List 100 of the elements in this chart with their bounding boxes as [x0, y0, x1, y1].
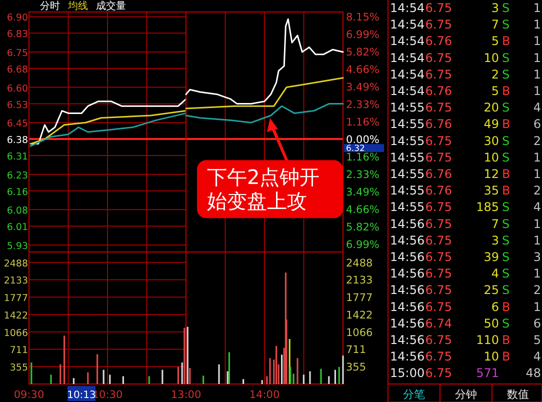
- text: 14:55: [390, 100, 425, 115]
- text: 185: [476, 200, 499, 214]
- text: 6: [533, 316, 541, 330]
- text: 6.75: [425, 233, 452, 248]
- text: 6.75: [425, 300, 452, 314]
- y-tick-label: 2488: [4, 258, 28, 270]
- text: S: [502, 200, 510, 214]
- text: 35: [484, 184, 499, 198]
- text: 10: [484, 350, 499, 364]
- x-tick-label: 09:30: [14, 389, 44, 401]
- y-tick-label: 1066: [4, 328, 28, 339]
- text: 6.75: [425, 216, 452, 231]
- text: 6.75: [425, 366, 452, 380]
- text: S: [502, 18, 510, 32]
- text: 1: [533, 266, 541, 281]
- y-tick-label: 6.16: [6, 186, 28, 198]
- y2-tick-label: 2488: [346, 257, 373, 270]
- y-tick-label: 355: [10, 362, 28, 374]
- text: 3: [491, 233, 499, 248]
- text: 6.75: [425, 50, 452, 65]
- text: 2: [491, 67, 499, 82]
- y-tick-label: 6.68: [6, 64, 28, 76]
- text: 14:54: [390, 50, 425, 65]
- text: 6.75: [425, 18, 452, 32]
- text: 14:55: [390, 167, 425, 181]
- text: S: [502, 100, 510, 115]
- text: 14:56: [390, 216, 425, 231]
- text: S: [502, 67, 510, 82]
- y-tick-label: 6.75: [6, 48, 28, 59]
- text: 14:56: [390, 316, 425, 330]
- text: 6: [533, 117, 541, 132]
- y-tick-label: 5.93: [6, 240, 28, 252]
- text: 成交量: [96, 0, 126, 12]
- text: S: [502, 316, 510, 330]
- text: 3: [533, 250, 541, 264]
- text: 15:00: [390, 366, 425, 380]
- text: 50: [484, 316, 499, 330]
- text: 14:55: [390, 184, 425, 198]
- y-tick-label: 6.83: [6, 29, 28, 40]
- text: S: [502, 1, 510, 15]
- text: S: [502, 150, 510, 164]
- text: 6.74: [425, 316, 452, 330]
- y-tick-label: 6.53: [6, 100, 28, 111]
- text: 6.75: [425, 200, 452, 214]
- y2-tick-label: 8.15%: [346, 12, 380, 24]
- text: 14:54: [390, 67, 425, 82]
- text: 30: [484, 134, 499, 148]
- text: 6.76: [425, 167, 452, 181]
- y-tick-label: 2133: [4, 276, 28, 287]
- text: 2: [533, 184, 541, 198]
- text: 7: [491, 216, 499, 231]
- text: 1: [533, 300, 541, 314]
- y2-tick-label: 1777: [346, 292, 373, 304]
- y2-tick-label: 1.16%: [346, 151, 380, 164]
- y-tick-label: 6.60: [6, 83, 28, 94]
- y2-tick-label: 2.33%: [346, 169, 380, 182]
- y2-tick-label: 4.66%: [346, 64, 380, 76]
- text: S: [502, 216, 510, 231]
- y-tick-label: 6.38: [6, 135, 28, 146]
- text: 49: [484, 117, 499, 132]
- text: 10: [484, 50, 499, 65]
- x-tick-label: 13:00: [170, 389, 202, 401]
- annotation: 下午2点钟开始变盘上攻: [206, 165, 320, 214]
- text: 1: [533, 18, 541, 32]
- text: 14:55: [390, 200, 425, 214]
- text: 6.75: [425, 1, 452, 15]
- text: S: [502, 250, 510, 264]
- text: 1: [533, 150, 541, 164]
- text: 14:54: [390, 84, 425, 98]
- y-tick-label: 711: [10, 345, 28, 356]
- text: 3: [491, 1, 499, 15]
- text: 6.76: [425, 34, 452, 48]
- text: 48: [526, 366, 541, 380]
- text: 20: [484, 100, 499, 115]
- y-tick-label: 6.90: [6, 12, 28, 24]
- text: 14:55: [390, 134, 425, 148]
- text: 分时: [40, 0, 60, 12]
- text: 6.75: [425, 67, 452, 82]
- text: 分钟: [455, 388, 477, 401]
- text: 4: [533, 350, 541, 364]
- text: 14:56: [390, 300, 425, 314]
- text: 4: [491, 266, 499, 281]
- text: 6.76: [425, 84, 452, 98]
- text: 1: [533, 67, 541, 82]
- text: 14:56: [390, 266, 425, 281]
- y-tick-label: 6.31: [6, 152, 28, 163]
- text: 14:56: [390, 233, 425, 248]
- x-tick-label: 14:00: [249, 389, 280, 401]
- text: 1: [533, 233, 541, 248]
- text: 6.75: [425, 266, 452, 281]
- text: 1: [533, 50, 541, 65]
- text: 14:56: [390, 350, 425, 364]
- text: S: [502, 50, 510, 65]
- text: 6.75: [425, 250, 452, 264]
- text: 2: [533, 283, 541, 298]
- text: S: [502, 266, 510, 281]
- text: 6.76: [425, 117, 452, 132]
- text: 6.75: [425, 150, 452, 164]
- text: 4: [533, 200, 541, 214]
- text: B: [502, 184, 510, 198]
